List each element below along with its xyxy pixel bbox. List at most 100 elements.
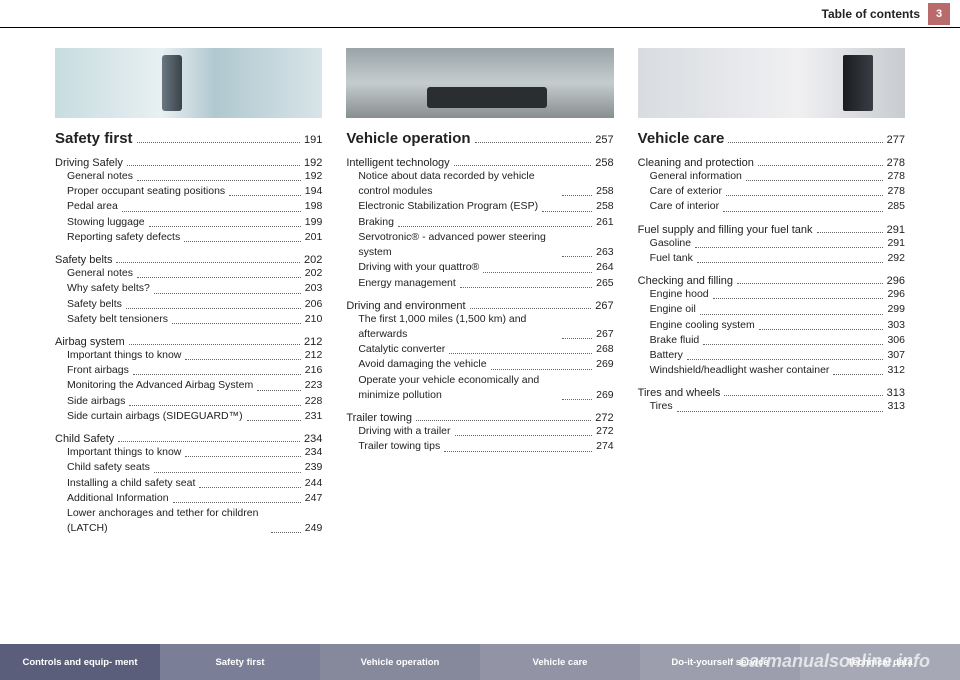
toc-item-row[interactable]: Engine cooling system303	[650, 318, 905, 333]
toc-item-label: Child safety seats	[67, 460, 150, 475]
leader-dots	[271, 532, 301, 533]
toc-item-label: Fuel tank	[650, 251, 693, 266]
toc-item-row[interactable]: Care of interior285	[650, 199, 905, 214]
toc-item-row[interactable]: General notes192	[67, 169, 322, 184]
section-title-row[interactable]: Safety first191	[55, 130, 322, 147]
toc-item-row[interactable]: Proper occupant seating positions194	[67, 184, 322, 199]
toc-item-row[interactable]: Pedal area198	[67, 199, 322, 214]
toc-item-row[interactable]: Side airbags228	[67, 394, 322, 409]
subsection-title-row[interactable]: Driving Safely192	[55, 157, 322, 169]
toc-item-page: 258	[596, 199, 614, 214]
toc-item-label: Installing a child safety seat	[67, 476, 195, 491]
toc-item-row[interactable]: Servotronic® - advanced power steering s…	[358, 230, 613, 260]
toc-item-row[interactable]: Brake fluid306	[650, 333, 905, 348]
toc-item-row[interactable]: Operate your vehicle economically and mi…	[358, 373, 613, 403]
toc-item-page: 264	[596, 260, 614, 275]
section-title: Vehicle care	[638, 130, 725, 147]
leader-dots	[127, 165, 300, 166]
toc-item-row[interactable]: Energy management265	[358, 276, 613, 291]
toc-item-row[interactable]: Engine oil299	[650, 302, 905, 317]
subsection-title-row[interactable]: Fuel supply and filling your fuel tank29…	[638, 224, 905, 236]
toc-item-row[interactable]: Stowing luggage199	[67, 215, 322, 230]
toc-item-row[interactable]: Safety belts206	[67, 297, 322, 312]
toc-item-row[interactable]: Important things to know234	[67, 445, 322, 460]
toc-item-label: Operate your vehicle economically and mi…	[358, 373, 558, 403]
leader-dots	[562, 338, 592, 339]
subsection-items: Notice about data recorded by vehicle co…	[346, 169, 613, 291]
leader-dots	[475, 142, 592, 143]
leader-dots	[723, 211, 883, 212]
subsection-title-row[interactable]: Cleaning and protection278	[638, 157, 905, 169]
subsection-title-row[interactable]: Child Safety234	[55, 433, 322, 445]
footer-tab-safety[interactable]: Safety first	[160, 644, 320, 680]
toc-item-row[interactable]: Safety belt tensioners210	[67, 312, 322, 327]
footer-tab-care[interactable]: Vehicle care	[480, 644, 640, 680]
subsection-title: Cleaning and protection	[638, 157, 754, 169]
toc-item-row[interactable]: Monitoring the Advanced Airbag System223	[67, 378, 322, 393]
toc-item-row[interactable]: General notes202	[67, 266, 322, 281]
subsection-title-row[interactable]: Safety belts202	[55, 254, 322, 266]
subsection-items: Important things to know212Front airbags…	[55, 348, 322, 424]
footer-tab-operation[interactable]: Vehicle operation	[320, 644, 480, 680]
toc-item-page: 212	[305, 348, 323, 363]
toc-item-row[interactable]: Reporting safety defects201	[67, 230, 322, 245]
leader-dots	[126, 308, 301, 309]
toc-item-row[interactable]: Additional Information247	[67, 491, 322, 506]
toc-item-row[interactable]: Braking261	[358, 215, 613, 230]
toc-item-row[interactable]: Side curtain airbags (SIDEGUARD™) 231	[67, 409, 322, 424]
toc-item-row[interactable]: Lower anchorages and tether for children…	[67, 506, 322, 536]
toc-item-label: Safety belts	[67, 297, 122, 312]
subsection-items: General information278Care of exterior27…	[638, 169, 905, 215]
toc-subsection: Safety belts202General notes202Why safet…	[55, 254, 322, 327]
leader-dots	[444, 451, 592, 452]
toc-item-page: 267	[596, 327, 614, 342]
toc-item-row[interactable]: Tires313	[650, 399, 905, 414]
section-title-row[interactable]: Vehicle operation257	[346, 130, 613, 147]
toc-item-page: 223	[305, 378, 323, 393]
toc-item-page: 231	[305, 409, 323, 424]
toc-item-row[interactable]: Battery307	[650, 348, 905, 363]
toc-item-page: 239	[305, 460, 323, 475]
toc-item-page: 299	[887, 302, 905, 317]
subsection-title-row[interactable]: Airbag system212	[55, 336, 322, 348]
subsection-title-row[interactable]: Trailer towing272	[346, 412, 613, 424]
leader-dots	[703, 344, 883, 345]
toc-item-page: 265	[596, 276, 614, 291]
toc-item-row[interactable]: Driving with a trailer272	[358, 424, 613, 439]
toc-item-page: 201	[305, 230, 323, 245]
toc-item-page: 292	[887, 251, 905, 266]
toc-item-label: Tires	[650, 399, 673, 414]
toc-subsection: Airbag system212Important things to know…	[55, 336, 322, 424]
leader-dots	[184, 241, 301, 242]
toc-item-label: Side curtain airbags (SIDEGUARD™)	[67, 409, 243, 424]
leader-dots	[449, 353, 592, 354]
subsection-title-row[interactable]: Checking and filling296	[638, 275, 905, 287]
toc-item-row[interactable]: Catalytic converter268	[358, 342, 613, 357]
toc-item-row[interactable]: Gasoline291	[650, 236, 905, 251]
toc-item-row[interactable]: Installing a child safety seat244	[67, 476, 322, 491]
toc-item-row[interactable]: Child safety seats 239	[67, 460, 322, 475]
toc-item-row[interactable]: General information278	[650, 169, 905, 184]
toc-item-row[interactable]: Windshield/headlight washer container312	[650, 363, 905, 378]
toc-item-row[interactable]: Notice about data recorded by vehicle co…	[358, 169, 613, 199]
subsection-title-row[interactable]: Tires and wheels313	[638, 387, 905, 399]
section-title-row[interactable]: Vehicle care277	[638, 130, 905, 147]
toc-item-row[interactable]: Fuel tank 292	[650, 251, 905, 266]
footer-tab-controls[interactable]: Controls and equip- ment	[0, 644, 160, 680]
leader-dots	[695, 247, 883, 248]
toc-item-row[interactable]: Trailer towing tips274	[358, 439, 613, 454]
toc-item-row[interactable]: Driving with your quattro®264	[358, 260, 613, 275]
toc-item-row[interactable]: Electronic Stabilization Program (ESP)25…	[358, 199, 613, 214]
toc-item-row[interactable]: Engine hood296	[650, 287, 905, 302]
toc-item-row[interactable]: Avoid damaging the vehicle269	[358, 357, 613, 372]
toc-item-row[interactable]: Important things to know212	[67, 348, 322, 363]
toc-item-row[interactable]: Care of exterior278	[650, 184, 905, 199]
toc-item-page: 274	[596, 439, 614, 454]
toc-item-row[interactable]: Why safety belts?203	[67, 281, 322, 296]
subsection-title: Intelligent technology	[346, 157, 449, 169]
subsection-title-row[interactable]: Driving and environment267	[346, 300, 613, 312]
subsection-title-row[interactable]: Intelligent technology258	[346, 157, 613, 169]
toc-item-row[interactable]: The first 1,000 miles (1,500 km) and aft…	[358, 312, 613, 342]
subsection-page: 192	[304, 157, 322, 169]
toc-item-row[interactable]: Front airbags216	[67, 363, 322, 378]
